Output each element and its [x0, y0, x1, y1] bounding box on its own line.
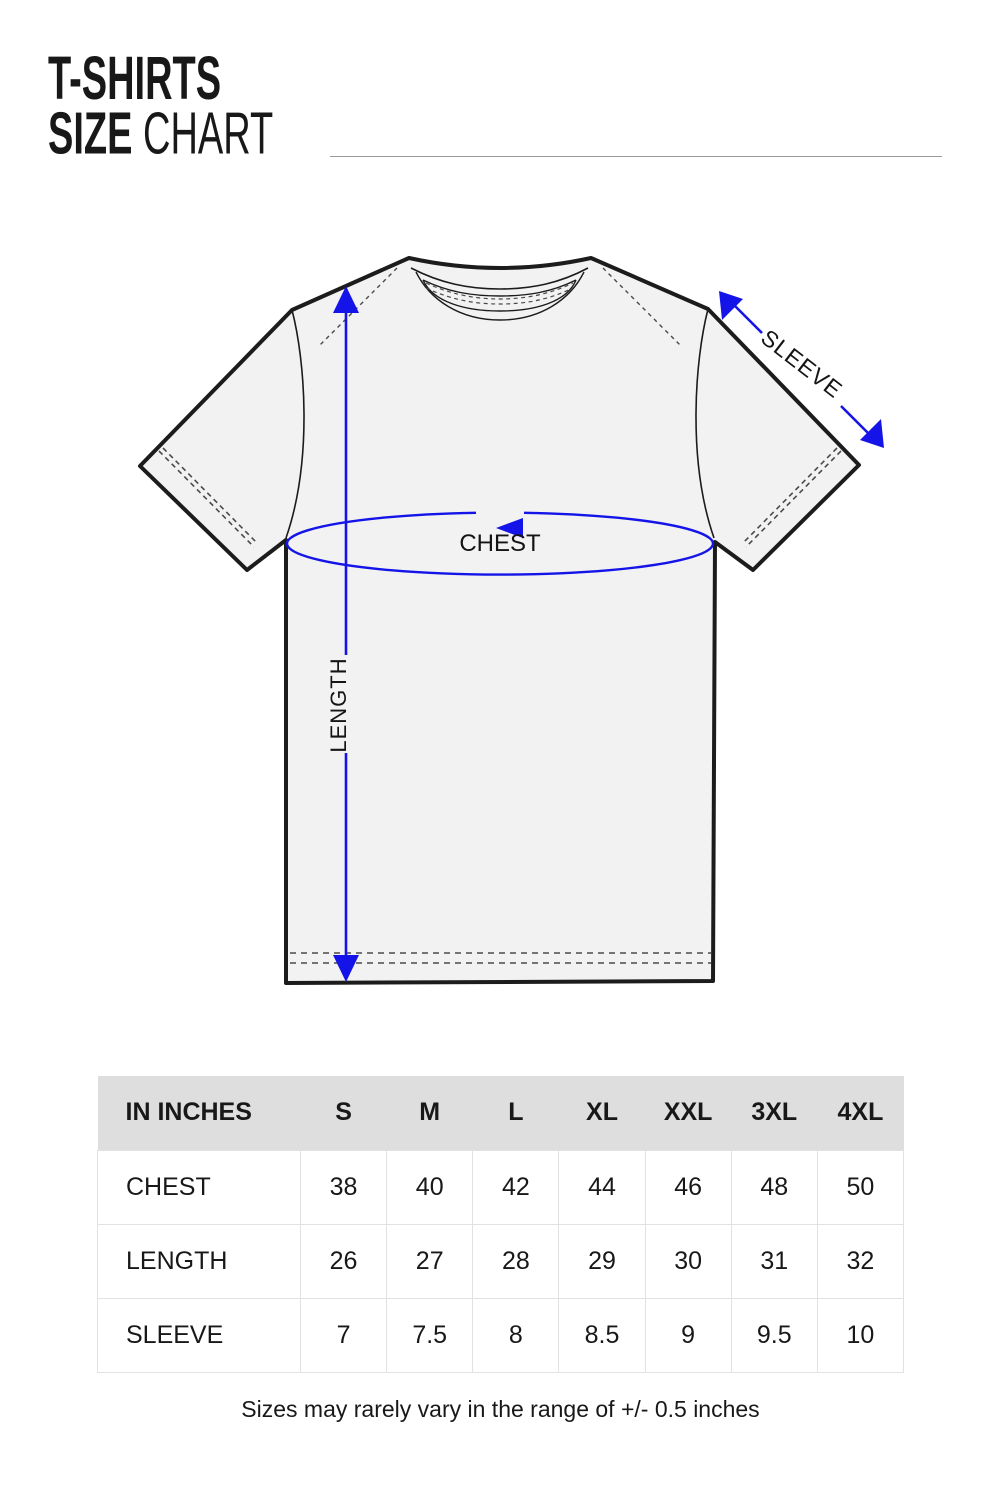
svg-text:LENGTH: LENGTH — [326, 657, 351, 752]
svg-text:CHEST: CHEST — [459, 530, 541, 557]
